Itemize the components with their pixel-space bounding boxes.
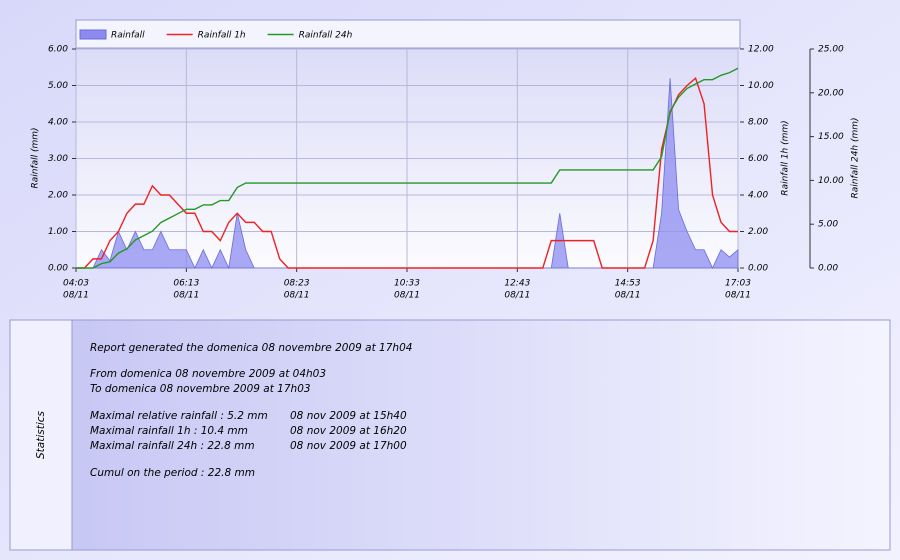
max-label: Maximal rainfall 1h : 10.4 mm	[90, 425, 248, 437]
y2-tick-label: 12.00	[748, 45, 774, 55]
x-tick-label: 06:13	[173, 279, 199, 289]
y2-tick-label: 4.00	[748, 191, 768, 201]
statistics-title: Statistics	[35, 410, 47, 459]
x-tick-label: 10:33	[394, 279, 420, 289]
y-axis-title: Rainfall (mm)	[31, 127, 41, 188]
max-date: 08 nov 2009 at 17h00	[290, 440, 407, 452]
y2-tick-label: 0.00	[748, 264, 768, 274]
y-tick-label: 2.00	[48, 191, 68, 201]
y3-tick-label: 25.00	[818, 45, 844, 55]
y3-tick-label: 0.00	[818, 264, 838, 274]
x-tick-date: 08/11	[284, 291, 310, 301]
y-tick-label: 6.00	[48, 45, 68, 55]
legend-label: Rainfall 1h	[198, 31, 246, 41]
x-tick-date: 08/11	[63, 291, 89, 301]
statistics-panel	[9, 319, 891, 551]
max-label: Maximal rainfall 24h : 22.8 mm	[90, 440, 255, 452]
y-tick-label: 3.00	[48, 154, 68, 164]
x-tick-label: 04:03	[63, 279, 89, 289]
statistics-tab	[9, 319, 73, 551]
y-tick-label: 0.00	[48, 264, 68, 274]
y3-tick-label: 10.00	[818, 176, 844, 186]
y2-tick-label: 10.00	[748, 81, 774, 91]
y3-tick-label: 5.00	[818, 220, 838, 230]
x-tick-label: 17:03	[725, 279, 751, 289]
x-tick-date: 08/11	[394, 291, 420, 301]
from-line: From domenica 08 novembre 2009 at 04h03	[90, 368, 326, 380]
x-tick-date: 08/11	[504, 291, 530, 301]
max-label: Maximal relative rainfall : 5.2 mm	[90, 410, 268, 422]
report-line: Report generated the domenica 08 novembr…	[90, 342, 412, 354]
y3-tick-label: 20.00	[818, 88, 844, 98]
max-date: 08 nov 2009 at 15h40	[290, 410, 407, 422]
y2-tick-label: 6.00	[748, 154, 768, 164]
y-tick-label: 1.00	[48, 227, 68, 237]
cumul-line: Cumul on the period : 22.8 mm	[90, 467, 255, 479]
legend-label: Rainfall	[111, 31, 145, 41]
y-tick-label: 4.00	[48, 118, 68, 128]
x-tick-label: 12:43	[504, 279, 530, 289]
y2-tick-label: 8.00	[748, 118, 768, 128]
chart: 04:03 08/11 06:13 08/11 08:23 08/11 10:33 08/11…	[48, 29, 844, 301]
y-tick-label: 5.00	[48, 81, 68, 91]
x-tick-label: 08:23	[284, 279, 310, 289]
y2-tick-label: 2.00	[748, 227, 768, 237]
legend-label: Rainfall 24h	[299, 31, 353, 41]
max-date: 08 nov 2009 at 16h20	[290, 425, 407, 437]
series-line	[76, 67, 739, 269]
series-line	[76, 76, 738, 269]
y3-tick-label: 15.00	[818, 132, 844, 142]
x-tick-date: 08/11	[173, 291, 199, 301]
y2-axis-title: Rainfall 1h (mm)	[781, 120, 791, 195]
legend-swatch	[79, 29, 107, 40]
x-tick-date: 08/11	[615, 291, 641, 301]
y3-axis-title: Rainfall 24h (mm)	[851, 117, 861, 198]
x-tick-date: 08/11	[725, 291, 751, 301]
to-line: To domenica 08 novembre 2009 at 17h03	[90, 383, 311, 395]
x-tick-label: 14:53	[615, 279, 641, 289]
